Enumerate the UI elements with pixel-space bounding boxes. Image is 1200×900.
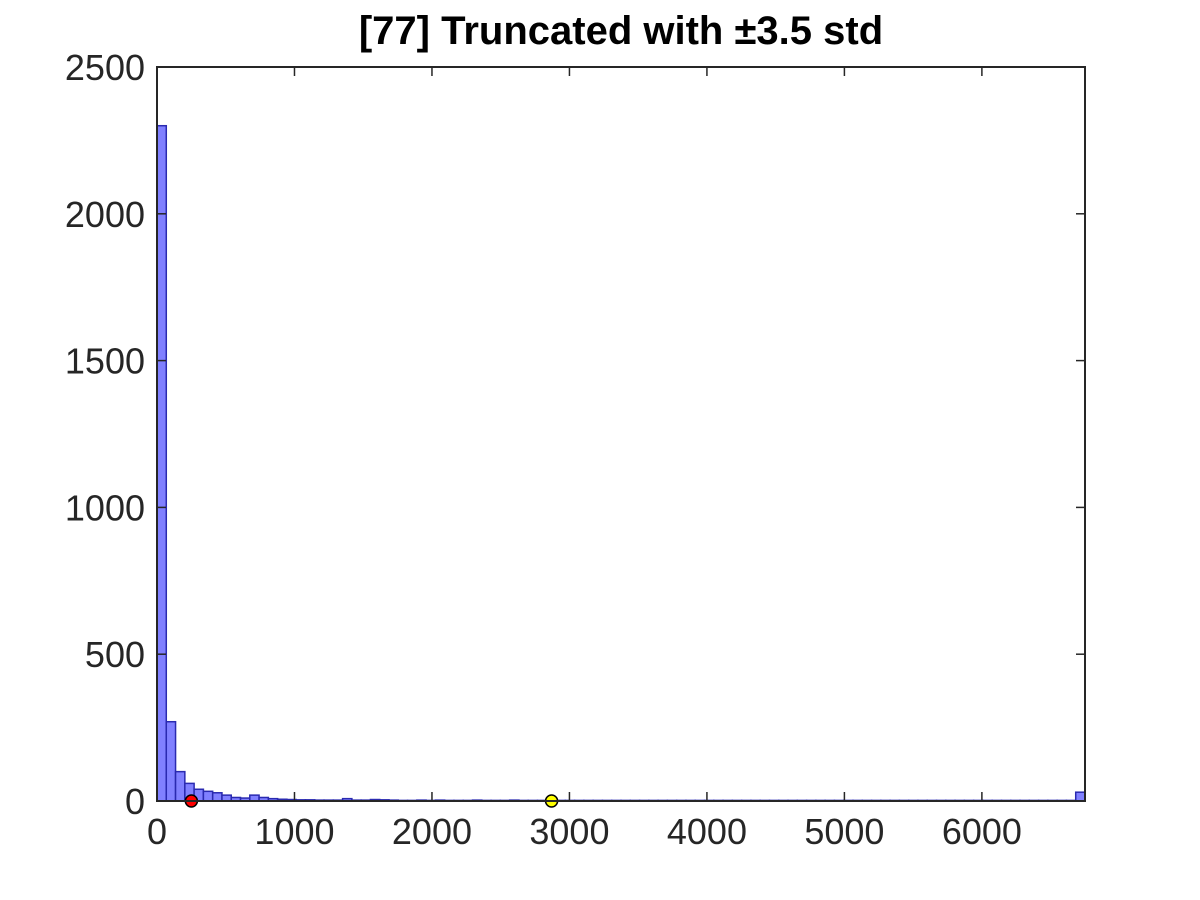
y-axis-ticks: 0 500 1000 1500 2000 2500 <box>65 47 1085 822</box>
axes-box <box>156 66 1086 802</box>
x-tick-label: 0 <box>147 811 167 852</box>
x-tick-label: 5000 <box>804 811 884 852</box>
x-tick-label: 4000 <box>667 811 747 852</box>
x-tick-label: 3000 <box>529 811 609 852</box>
axes <box>156 66 1086 802</box>
histogram-bar <box>211 792 223 802</box>
y-tick-label: 1000 <box>65 487 145 528</box>
y-tick-label: 1500 <box>65 341 145 382</box>
histogram-bars <box>156 124 1086 802</box>
x-tick-label: 1000 <box>254 811 334 852</box>
y-tick-label: 0 <box>125 781 145 822</box>
histogram-bar <box>1074 791 1086 802</box>
histogram-bar <box>165 720 177 802</box>
y-tick-label: 500 <box>85 634 145 675</box>
chart-title: [77] Truncated with ±3.5 std <box>359 9 883 53</box>
x-axis-ticks: 0 1000 2000 3000 4000 5000 6000 <box>147 67 1022 852</box>
histogram-bar <box>202 790 214 802</box>
x-tick-label: 2000 <box>392 811 472 852</box>
histogram-bar <box>174 770 186 802</box>
y-tick-label: 2500 <box>65 47 145 88</box>
histogram-bar <box>156 124 168 802</box>
y-tick-label: 2000 <box>65 194 145 235</box>
x-tick-label: 6000 <box>942 811 1022 852</box>
